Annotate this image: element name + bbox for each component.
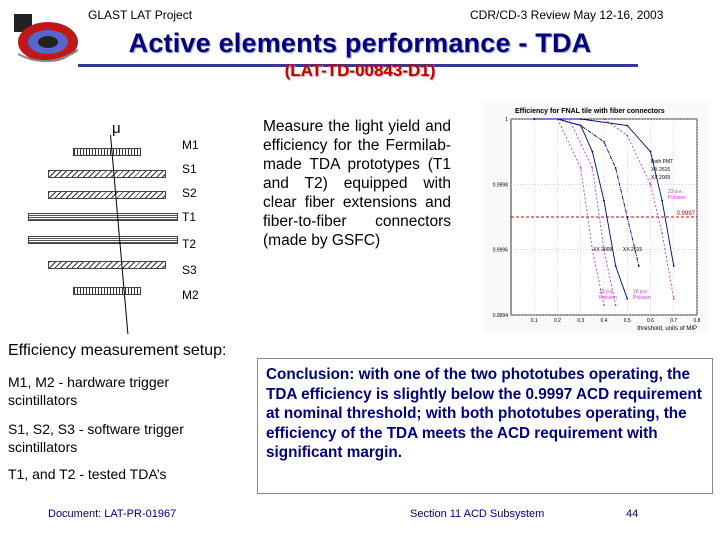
chart-annotation: Poisson bbox=[633, 295, 651, 301]
data-point bbox=[603, 118, 605, 120]
glast-logo bbox=[12, 10, 82, 72]
conclusion-box: Conclusion: with one of the two phototub… bbox=[257, 358, 713, 494]
tda-t1 bbox=[28, 213, 178, 221]
footer-section: Section 11 ACD Subsystem bbox=[410, 508, 545, 520]
x-tick-label: 0.6 bbox=[647, 318, 654, 324]
label-s2: S2 bbox=[182, 186, 197, 200]
setup-diagram: μ M1 S1 S2 T1 T2 S3 M2 bbox=[0, 120, 260, 340]
chart-annotation: XX 2615 bbox=[623, 247, 642, 253]
chart-annotation: XX 2009 bbox=[593, 247, 612, 253]
data-point bbox=[672, 297, 675, 300]
data-point bbox=[626, 134, 629, 137]
title-rule bbox=[78, 64, 638, 67]
data-point bbox=[603, 199, 605, 202]
setup-item-software: S1, S2, S3 - software trigger scintillat… bbox=[8, 421, 184, 455]
page-number: 44 bbox=[626, 508, 639, 520]
y-tick-label: 0.9996 bbox=[493, 248, 509, 254]
label-t2: T2 bbox=[182, 237, 197, 251]
data-point bbox=[579, 167, 582, 169]
data-point bbox=[591, 167, 594, 169]
scintillator-m1 bbox=[73, 148, 141, 156]
data-point bbox=[649, 183, 652, 186]
x-tick-label: 0.5 bbox=[624, 318, 631, 324]
label-m2: M2 bbox=[182, 288, 199, 302]
x-tick-label: 0.3 bbox=[577, 318, 584, 324]
label-m1: M1 bbox=[182, 138, 199, 152]
page-subtitle: (LAT-TD-00843-D1) bbox=[284, 61, 436, 80]
chart-title: Efficiency for FNAL tile with fiber conn… bbox=[515, 108, 665, 115]
requirement-label: 0.9997 bbox=[677, 211, 696, 217]
data-point bbox=[591, 150, 594, 153]
review-name: CDR/CD-3 Review May 12-16, 2003 bbox=[470, 8, 664, 22]
scintillator-m2 bbox=[73, 287, 141, 295]
data-point bbox=[661, 199, 664, 202]
x-tick-label: 0.7 bbox=[670, 318, 677, 324]
label-s1: S1 bbox=[182, 162, 197, 176]
data-point bbox=[649, 150, 652, 153]
setup-heading: Efficiency measurement setup: bbox=[8, 342, 227, 359]
muon-label: μ bbox=[112, 120, 121, 137]
chart-annotation: 16 p.e. bbox=[633, 289, 648, 295]
x-axis-label: threshold, units of MIP bbox=[637, 326, 697, 332]
x-tick-label: 0.1 bbox=[531, 318, 538, 324]
series-line bbox=[557, 118, 605, 306]
data-point bbox=[579, 118, 582, 120]
chart-annotation: XX 2615 bbox=[651, 167, 670, 173]
data-point bbox=[568, 118, 571, 120]
y-tick-label: 0.9998 bbox=[493, 182, 509, 188]
label-s3: S3 bbox=[182, 263, 197, 277]
data-point bbox=[603, 304, 605, 307]
page-title: Active elements performance - TDA bbox=[128, 28, 592, 58]
data-point bbox=[579, 124, 582, 127]
setup-item-tda: T1, and T2 - tested TDA’s bbox=[8, 466, 167, 482]
data-point bbox=[626, 216, 629, 218]
chart-annotation: XX 2009 bbox=[651, 175, 670, 181]
tda-t2 bbox=[28, 236, 178, 244]
project-name: GLAST LAT Project bbox=[88, 8, 193, 22]
measurement-description: Measure the light yield and efficiency f… bbox=[263, 118, 451, 249]
chart-annotation: Both PMT bbox=[651, 159, 673, 165]
data-point bbox=[626, 297, 629, 300]
chart-annotation: 23 p.e. bbox=[668, 189, 683, 195]
scintillator-s2 bbox=[48, 191, 166, 199]
setup-item-triggers: M1, M2 - hardware trigger scintillators bbox=[8, 374, 170, 408]
data-point bbox=[626, 124, 629, 127]
data-point bbox=[591, 248, 594, 251]
x-tick-label: 0.2 bbox=[554, 318, 561, 324]
y-tick-label: 0.9994 bbox=[493, 313, 509, 319]
data-point bbox=[637, 265, 640, 267]
data-point bbox=[556, 118, 559, 120]
data-point bbox=[661, 232, 664, 235]
data-point bbox=[603, 248, 605, 251]
chart-annotation: 15 p.e. bbox=[599, 289, 614, 295]
chart-annotation: Poisson bbox=[668, 195, 686, 201]
data-point bbox=[603, 140, 605, 143]
x-tick-label: 0.8 bbox=[694, 318, 701, 324]
footer-document: Document: LAT-PR-01967 bbox=[48, 508, 177, 520]
series-line bbox=[534, 118, 675, 267]
data-point bbox=[614, 167, 617, 169]
data-point bbox=[614, 304, 617, 307]
y-tick-label: 1 bbox=[505, 117, 508, 123]
data-point bbox=[672, 265, 675, 267]
chart-annotation: Poisson bbox=[599, 295, 617, 301]
scintillator-s3 bbox=[48, 261, 166, 269]
scintillator-s1 bbox=[48, 170, 166, 178]
data-point bbox=[614, 265, 617, 267]
series-line bbox=[568, 118, 617, 306]
x-tick-label: 0.4 bbox=[601, 318, 608, 324]
efficiency-chart: Efficiency for FNAL tile with fiber conn… bbox=[483, 101, 709, 333]
label-t1: T1 bbox=[182, 210, 197, 224]
data-point bbox=[533, 118, 536, 120]
